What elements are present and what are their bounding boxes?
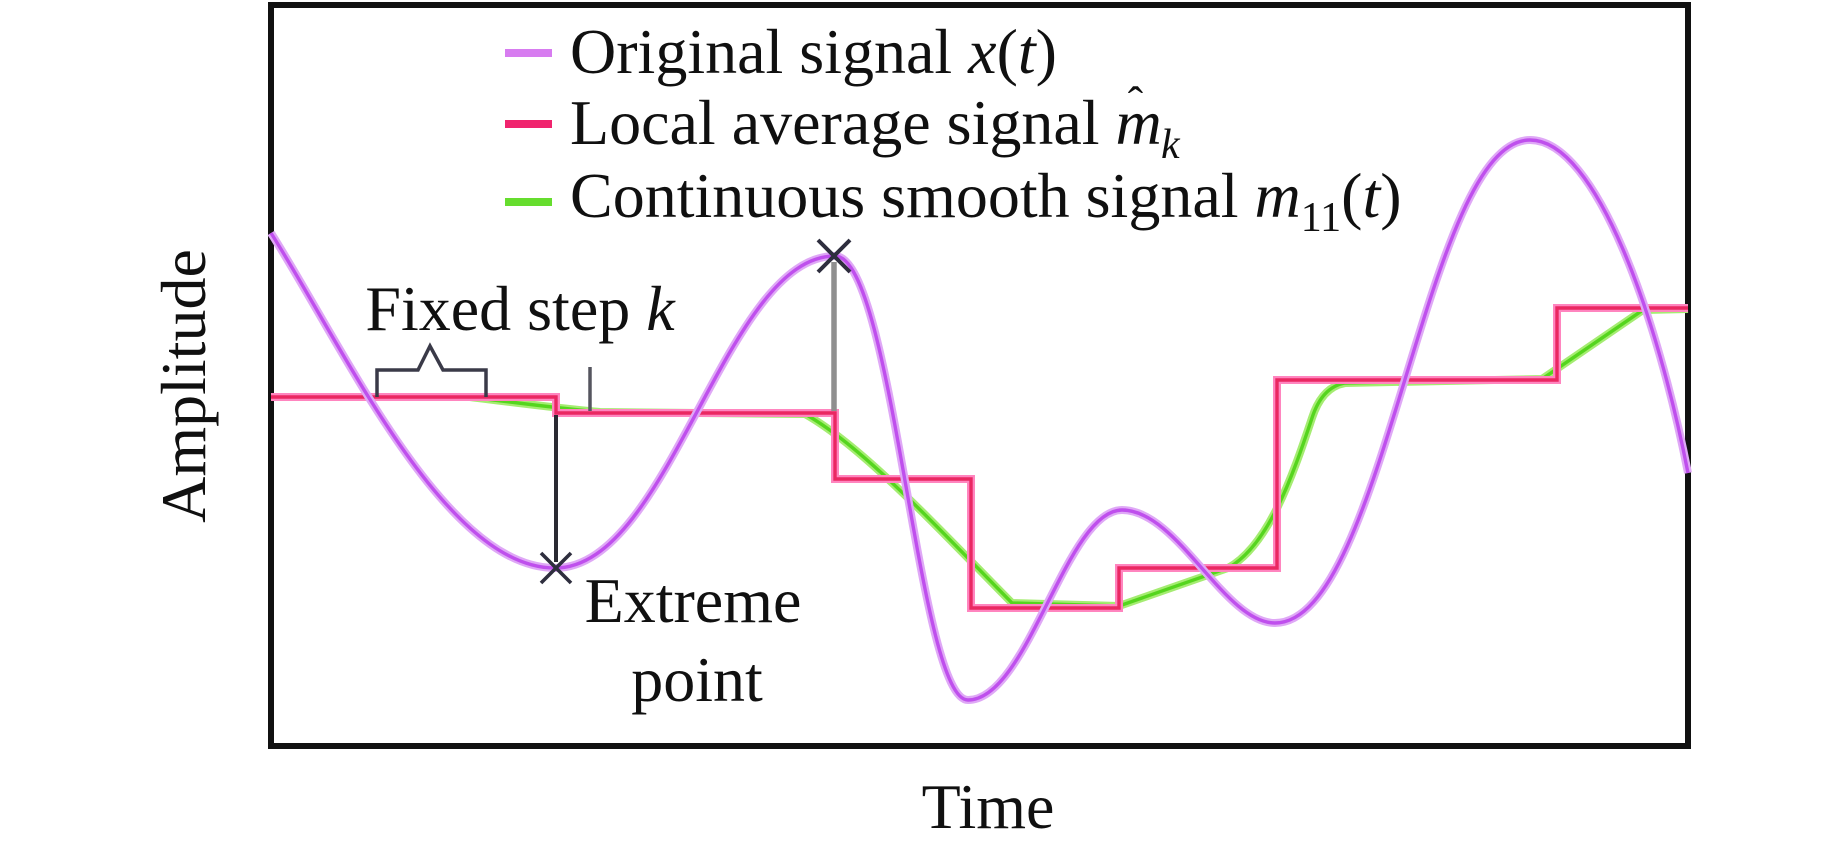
original-signal-curve bbox=[267, 135, 1692, 705]
local-average-signal-core bbox=[271, 306, 1688, 610]
legend-label-smooth: Continuous smooth signal m11(t) bbox=[570, 160, 1402, 241]
legend-original-var-t: t bbox=[1018, 16, 1038, 87]
local-average-signal-curve bbox=[271, 304, 1688, 612]
plot-border bbox=[268, 2, 1691, 749]
legend-smooth-sub-11: 11 bbox=[1301, 195, 1341, 241]
fixed-step-label: Fixed step k bbox=[365, 273, 676, 344]
extreme-point-label-line2: point bbox=[631, 644, 763, 715]
legend-smooth-paren-close: ) bbox=[1380, 160, 1401, 231]
legend-label-original: Original signal x(t) bbox=[570, 16, 1057, 87]
extreme-max-x-marker-icon bbox=[816, 238, 852, 274]
continuous-smooth-signal-curve bbox=[469, 305, 1689, 611]
x-axis-label: Time bbox=[922, 771, 1055, 842]
legend: Original signal x(t) Local average signa… bbox=[505, 16, 1402, 241]
legend-local-average-hat: ˆ bbox=[1128, 77, 1143, 128]
fixed-step-label-var-k: k bbox=[646, 273, 676, 344]
legend-local-average-var-m: m bbox=[1116, 87, 1162, 158]
legend-original-paren-close: ) bbox=[1036, 16, 1057, 87]
original-signal-core bbox=[269, 138, 1690, 702]
extreme-min-x-marker-icon bbox=[539, 551, 573, 585]
y-axis-label: Amplitude bbox=[148, 249, 219, 523]
legend-original-var-x: x bbox=[967, 16, 996, 87]
legend-local-average-text: Local average signal bbox=[570, 87, 1116, 158]
continuous-smooth-signal-core bbox=[469, 307, 1689, 608]
continuous-smooth-signal-glow bbox=[469, 305, 1689, 611]
fixed-step-brace bbox=[375, 342, 488, 397]
extreme-point-label-line1: Extreme bbox=[585, 565, 802, 636]
legend-smooth-var-t: t bbox=[1362, 160, 1382, 231]
legend-smooth-var-m: m bbox=[1255, 160, 1301, 231]
legend-original-text: Original signal bbox=[570, 16, 968, 87]
legend-label-local-average: Local average signal mˆk bbox=[570, 77, 1181, 168]
legend-smooth-text: Continuous smooth signal bbox=[570, 160, 1255, 231]
local-average-signal-glow bbox=[271, 304, 1688, 612]
legend-local-average-sub-k: k bbox=[1161, 122, 1181, 168]
fixed-step-label-text: Fixed step bbox=[365, 273, 646, 344]
legend-smooth-paren-open: ( bbox=[1341, 160, 1362, 231]
legend-original-paren-open: ( bbox=[997, 16, 1018, 87]
